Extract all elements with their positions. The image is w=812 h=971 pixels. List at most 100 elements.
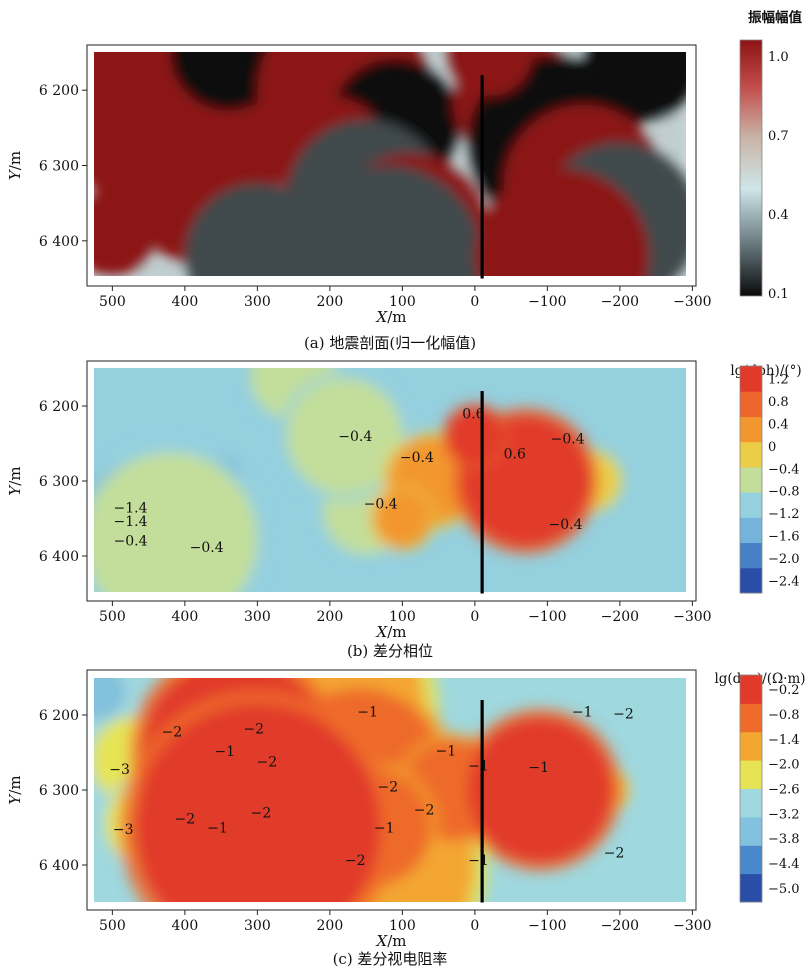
contour-label: −1 (207, 821, 228, 837)
contour-label: −3 (109, 762, 130, 778)
x-tick-label: 400 (172, 294, 199, 310)
x-tick-label: −300 (673, 294, 711, 310)
y-tick-label: 6 200 (39, 83, 79, 99)
colorbar-segment (740, 788, 762, 818)
panel-a: 500 400 300 200 100 0 −100 −200 −300 6 200 6 300 6 … (6, 9, 802, 352)
colorbar-tick-label: −2.0 (768, 758, 800, 773)
colorbar-a: 1.0 0.7 0.4 0.1 (739, 39, 789, 302)
contour-labels-b: −0.4 −0.4 −0.4 −1.4−1.4 −0.4 −0.4 0.6 −0.4 −0.4 0… (114, 407, 585, 557)
colorbar-tick-label: −2.4 (768, 574, 800, 589)
colorbar-b: 1.2 0.8 0.4 0 −0.4 −0.8 −1.2 −1.6 −2.0 −2.4 (739, 365, 800, 594)
colorbar-segment (740, 542, 762, 569)
contour-label: −2 (251, 806, 272, 822)
contour-label: −0.4 (338, 429, 372, 445)
x-tick-label: −300 (673, 609, 711, 625)
x-tick-label: 300 (244, 294, 271, 310)
colorbar-frame (739, 674, 763, 903)
contour-label: −2 (345, 853, 366, 869)
colorbar-segment (740, 567, 762, 594)
x-tick-label: 100 (389, 294, 416, 310)
colorbar-segment (740, 675, 762, 704)
x-tick-label: −100 (528, 918, 566, 934)
contour-label: −1 (436, 743, 457, 759)
colorbar-tick-label: 0.1 (768, 287, 789, 302)
x-tick-label: 300 (244, 609, 271, 625)
colorbar-tick-label: −2.6 (768, 783, 800, 798)
contour-label: −1 (374, 821, 395, 837)
contour-label: −1 (572, 704, 593, 720)
seismic-event (94, 52, 178, 130)
y-tick-label: 6 300 (39, 474, 79, 490)
colorbar-segment (740, 466, 762, 493)
colorbar-segment (740, 760, 762, 789)
field-anomaly (467, 717, 613, 863)
x-tick-label: 500 (99, 609, 126, 625)
y-axis-label: Y/m (6, 151, 24, 180)
contour-label: −1 (528, 760, 549, 776)
contour-label: −2 (175, 812, 196, 828)
x-tick-label: 200 (317, 609, 344, 625)
colorbar-tick-label: 0.8 (768, 395, 789, 410)
colorbar-tick-label: −4.4 (768, 857, 800, 872)
axes-b: 500 400 300 200 100 0 −100 −200 −300 6 200 6 300 6 … (6, 391, 712, 641)
axes-c: 500 400 300 200 100 0 −100 −200 −300 6 200 6 300 6 … (6, 700, 712, 950)
x-tick-label: 0 (470, 294, 479, 310)
colorbar-tick-label: 1.2 (768, 373, 789, 388)
y-axis-label: Y/m (6, 775, 24, 804)
contour-label: 0.6 (504, 446, 526, 462)
contour-label: −2 (162, 725, 183, 741)
seismic-event (94, 189, 156, 276)
contour-label: −2 (414, 803, 435, 819)
seismic-event (184, 183, 330, 276)
contour-label: 0.6 (462, 407, 484, 423)
x-tick-label: 0 (470, 609, 479, 625)
y-tick-label: 6 400 (39, 549, 79, 565)
field-anomaly (445, 407, 504, 465)
colorbar-tick-label: −1.6 (768, 530, 800, 545)
contour-label: −0.4 (549, 517, 583, 533)
y-tick-label: 6 200 (39, 399, 79, 415)
colorbar-segment (740, 816, 762, 846)
colorbar-segment (740, 731, 762, 761)
contour-label: −1 (468, 853, 489, 869)
contour-label: −0.4 (190, 540, 224, 556)
colorbar-tick-label: −3.8 (768, 832, 800, 847)
colorbar-frame (739, 365, 763, 594)
seismic-event (583, 52, 686, 122)
x-tick-label: 200 (317, 294, 344, 310)
caption-a: (a) 地震剖面(归一化幅值) (304, 334, 476, 352)
seismic-event (293, 165, 483, 276)
colorbar-tick-label: −1.2 (768, 507, 800, 522)
colorbar-tick-label: −0.8 (768, 708, 800, 723)
field-anomaly (94, 678, 120, 715)
contour-label: −0.4 (364, 497, 398, 513)
contour-label: −2 (604, 845, 625, 861)
seismic-event (170, 52, 287, 111)
caption-c: (c) 差分视电阻率 (333, 950, 448, 968)
contour-label: −1 (357, 704, 378, 720)
x-tick-label: 0 (470, 918, 479, 934)
x-tick-label: −300 (673, 918, 711, 934)
field-anomaly (286, 378, 403, 494)
x-tick-label: 100 (389, 918, 416, 934)
x-tick-label: 100 (389, 609, 416, 625)
colorbar-title-a: 振幅幅值 (748, 9, 802, 26)
colorbar-tick-label: −0.2 (768, 683, 800, 698)
contour-label: −1 (214, 744, 235, 760)
contour-label: −2 (256, 755, 277, 771)
colorbar-tick-label: −1.4 (768, 733, 800, 748)
panel-b: −0.4 −0.4 −0.4 −1.4−1.4 −0.4 −0.4 0.6 −0.4 −0.4 0… (6, 360, 802, 660)
x-tick-label: −100 (528, 294, 566, 310)
seismic-event (474, 168, 649, 276)
seismic-field (94, 52, 686, 276)
colorbar-tick-label: 0.4 (768, 208, 789, 223)
colorbar-segment (740, 441, 762, 468)
x-axis-label: X/m (376, 932, 407, 950)
colorbar-tick-label: 0.4 (768, 417, 789, 432)
x-tick-label: −200 (601, 918, 639, 934)
y-tick-label: 6 200 (39, 708, 79, 724)
field-anomaly (134, 704, 381, 902)
x-tick-label: 500 (99, 294, 126, 310)
contour-label: −0.4 (114, 533, 148, 549)
